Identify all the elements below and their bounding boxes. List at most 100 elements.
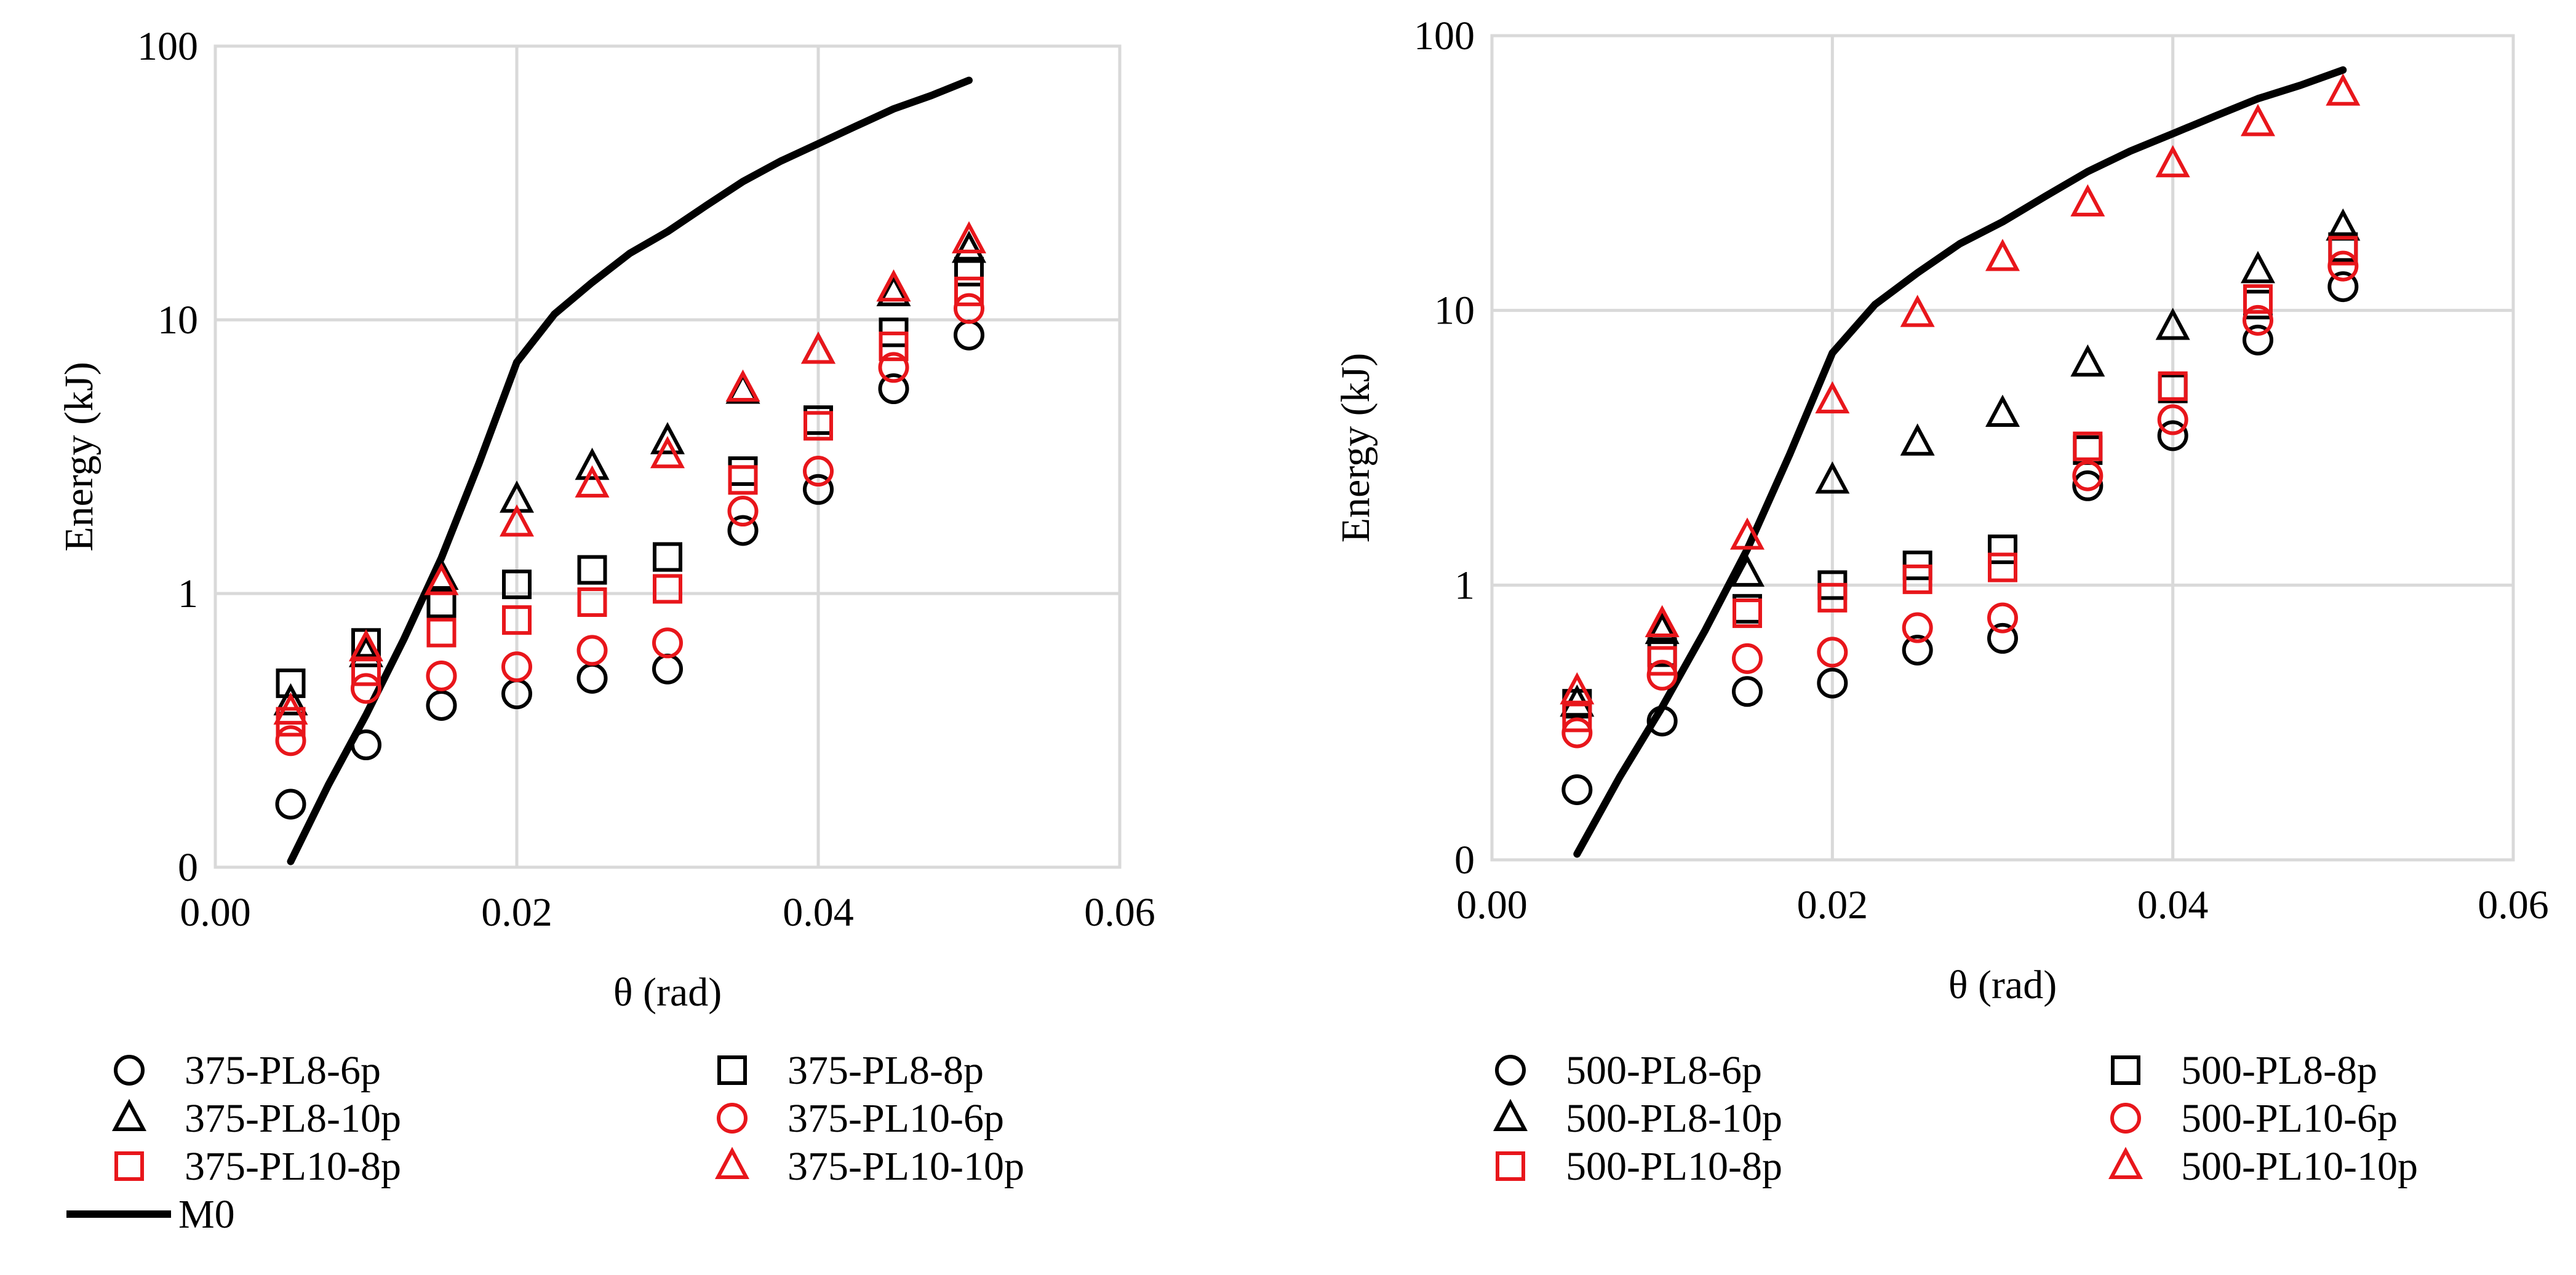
x-tick-label: 0.00 (1456, 883, 1528, 927)
data-point (1987, 622, 2018, 654)
data-point (575, 447, 610, 480)
legend-marker (111, 1098, 147, 1131)
plot-area-border (1490, 34, 2515, 862)
data-point (576, 635, 608, 666)
series-500-pl10-8p (1562, 236, 2358, 733)
data-point (2070, 184, 2105, 216)
y-tick-label: 0 (1454, 838, 1475, 883)
legend-label: 500-PL8-10p (1566, 1096, 1782, 1141)
data-point (653, 574, 682, 604)
x-tick-label: 0.06 (1084, 890, 1155, 935)
data-point (1815, 461, 1850, 494)
data-point (1902, 564, 1932, 594)
y-tick-label: 10 (1434, 288, 1475, 333)
plot-area-border (213, 44, 1122, 869)
data-point (1561, 717, 1593, 749)
legend-label: 375-PL10-10p (788, 1144, 1024, 1189)
series-375-pl10-6p (275, 293, 984, 757)
data-point (2240, 251, 2276, 284)
y-tick-label: 1 (178, 571, 198, 616)
data-point (727, 515, 759, 546)
data-point (2155, 308, 2190, 340)
y-axis-title: Energy (kJ) (57, 362, 102, 552)
data-point (2243, 304, 2273, 336)
data-point (1902, 612, 1933, 643)
legend-marker (1493, 1098, 1528, 1131)
series-375-pl8-10p (273, 231, 987, 716)
data-point (1985, 394, 2020, 427)
data-point (502, 605, 532, 635)
data-point (1561, 774, 1593, 805)
data-point (728, 456, 758, 487)
data-point (879, 332, 909, 362)
data-point (804, 411, 833, 441)
data-point (1562, 702, 1592, 733)
x-tick-label: 0.04 (2137, 883, 2209, 927)
data-point (1732, 643, 1763, 674)
series-500-pl8-10p (1560, 208, 2361, 717)
legend-marker (1496, 1151, 1525, 1181)
data-point (1900, 295, 1935, 327)
series-375-pl8-8p (276, 256, 984, 698)
data-point (501, 651, 532, 683)
data-point (2243, 284, 2273, 314)
data-point (426, 618, 457, 648)
data-point (2328, 236, 2358, 266)
data-point (727, 496, 759, 527)
data-point (878, 373, 909, 405)
data-point (728, 465, 758, 495)
legend-label: M0 (178, 1192, 235, 1237)
data-point (1645, 611, 1680, 645)
x-tick-label: 0.04 (783, 890, 854, 935)
data-point (273, 683, 308, 716)
data-point (351, 673, 381, 704)
data-point (652, 653, 683, 685)
data-point (803, 456, 834, 487)
legend-label: 500-PL10-10p (2181, 1144, 2418, 1189)
data-point (424, 563, 459, 595)
data-point (1902, 635, 1933, 666)
x-tick-label: 0.02 (481, 890, 552, 935)
legend-label: 500-PL8-6p (1566, 1048, 1762, 1093)
data-point (954, 256, 984, 287)
data-point (1815, 381, 1850, 414)
legend-marker (717, 1103, 748, 1134)
legend-label: 500-PL10-8p (1566, 1144, 1782, 1189)
data-point (2158, 371, 2188, 401)
data-point (273, 692, 308, 725)
data-point (576, 662, 608, 694)
series-500-pl10-10p (1560, 73, 2361, 705)
y-tick-label: 10 (158, 298, 198, 343)
series-375-pl10-10p (273, 221, 987, 725)
data-point (348, 629, 384, 662)
data-point (2327, 250, 2359, 282)
data-point (275, 788, 306, 820)
data-point (2072, 470, 2103, 501)
legend-marker (2111, 1055, 2140, 1085)
chart-panel-2: 0.00 0.02 0.04 0.06 0 1 10 100 θ (rad) Energy (kJ… (1333, 14, 2549, 1189)
data-point (1560, 672, 1595, 705)
data-point (650, 422, 685, 455)
data-point (2070, 344, 2105, 377)
y-tick-label: 0 (178, 845, 198, 890)
data-point (2157, 404, 2188, 435)
data-point (426, 689, 457, 721)
legend-label: 375-PL10-8p (185, 1144, 401, 1189)
data-point (1817, 582, 1848, 613)
data-point (577, 587, 607, 618)
data-point (650, 435, 685, 469)
y-tick-label: 100 (1414, 14, 1475, 58)
data-point (2243, 324, 2273, 355)
series-500-pl8-6p (1561, 271, 2359, 805)
data-point (2327, 271, 2359, 303)
data-point (803, 474, 834, 505)
data-point (1988, 552, 2017, 582)
data-point (426, 660, 457, 691)
data-point (1733, 598, 1762, 629)
data-point (348, 635, 384, 667)
data-point (2155, 145, 2190, 178)
legend-label: 375-PL8-6p (185, 1048, 381, 1093)
data-point (1988, 534, 2017, 565)
